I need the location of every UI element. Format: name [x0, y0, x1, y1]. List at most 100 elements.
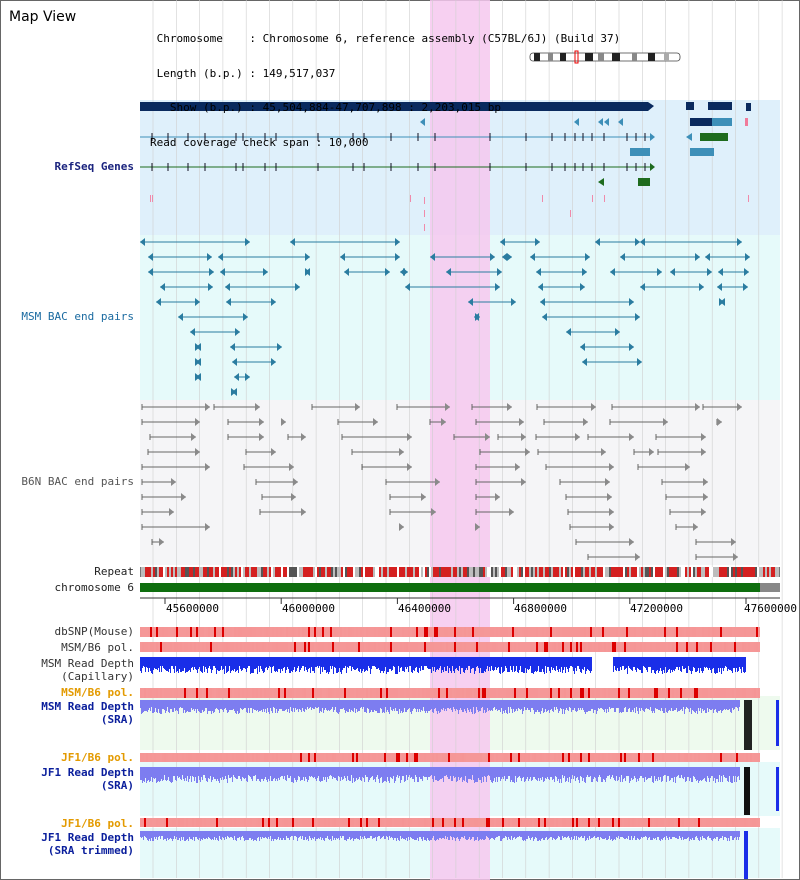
snp-density: [534, 627, 536, 637]
track-label-refseq[interactable]: RefSeq Genes: [54, 160, 134, 173]
read-depth-bar: [438, 831, 439, 840]
read-depth-bar: [527, 657, 528, 669]
read-depth-bar: [226, 767, 227, 779]
read-depth-bar: [443, 700, 444, 708]
snp-density: [492, 642, 494, 652]
snp-density: [660, 753, 662, 762]
snp-density: [148, 642, 150, 652]
track-label-b6n-bac[interactable]: B6N BAC end pairs: [21, 475, 134, 488]
snp-density: [488, 642, 490, 652]
read-depth-bar: [385, 831, 386, 839]
read-depth-bar: [616, 767, 617, 776]
track-label-repeat[interactable]: Repeat: [94, 565, 134, 578]
track-label-msm-bac[interactable]: MSM BAC end pairs: [21, 310, 134, 323]
repeat-block: [339, 567, 341, 577]
repeat-block: [643, 567, 645, 577]
snp-density: [270, 642, 272, 652]
read-depth-bar: [159, 700, 160, 713]
read-depth-bar: [284, 700, 285, 711]
snp-density: [598, 753, 600, 762]
track-label-msm-depth-cap[interactable]: MSM Read Depth: [41, 657, 134, 670]
track-label-jf1-depth-trim[interactable]: JF1 Read Depth: [41, 831, 134, 844]
snp-density: [744, 642, 746, 652]
snp-density: [458, 627, 460, 637]
read-depth-bar: [148, 767, 149, 780]
snp-density: [640, 688, 642, 698]
snp-density: [186, 627, 188, 637]
snp-density: [184, 642, 186, 652]
read-depth-bar: [483, 767, 484, 782]
snp-density: [728, 642, 730, 652]
read-depth-bar: [411, 657, 412, 672]
snp-density: [194, 818, 196, 827]
snp-density: [182, 688, 184, 698]
read-depth-bar: [501, 700, 502, 708]
snp-density: [698, 818, 700, 827]
read-depth-bar: [651, 700, 652, 711]
snp-density: [172, 642, 174, 652]
bac-pair-end: [701, 508, 706, 516]
read-depth-bar: [499, 767, 500, 777]
read-depth-bar: [491, 657, 492, 666]
bac-pair-end: [701, 433, 706, 441]
snp-density: [626, 627, 628, 637]
read-depth-bar: [179, 700, 180, 708]
snp-density: [426, 818, 428, 827]
read-depth-bar: [633, 831, 634, 838]
snp-density: [146, 753, 148, 762]
track-label-jf1-b6-pol-2[interactable]: JF1/B6 pol.: [61, 817, 134, 830]
bac-pair-end: [580, 283, 585, 291]
track-label-msm-b6-pol-1[interactable]: MSM/B6 pol.: [61, 641, 134, 654]
track-label-jf1-b6-pol-1[interactable]: JF1/B6 pol.: [61, 751, 134, 764]
snp-density: [208, 627, 210, 637]
read-depth-bar: [146, 831, 147, 838]
read-depth-bar: [184, 700, 185, 710]
read-depth-bar: [355, 657, 356, 670]
repeat-block: [451, 567, 453, 577]
snp-density: [716, 642, 718, 652]
snp-density: [494, 818, 496, 827]
read-depth-bar: [598, 700, 599, 708]
snp-density: [710, 688, 712, 698]
read-depth-bar: [221, 657, 222, 666]
read-depth-bar: [505, 700, 506, 710]
read-depth-bar: [147, 831, 148, 840]
snp-density: [192, 627, 194, 637]
read-depth-bar: [368, 831, 369, 838]
bac-pair-end: [580, 343, 585, 351]
bac-pair-end: [271, 358, 276, 366]
track-label-chromosome[interactable]: chromosome 6: [54, 581, 134, 594]
read-depth-bar: [416, 767, 417, 777]
track-label-dbsnp[interactable]: dbSNP(Mouse): [54, 625, 134, 638]
snp-density: [750, 688, 752, 698]
track-label-msm-depth-sra[interactable]: MSM Read Depth: [41, 700, 134, 713]
read-depth-bar: [192, 767, 193, 776]
repeat-block: [567, 567, 569, 577]
read-depth-bar: [441, 831, 442, 839]
repeat-block: [327, 567, 329, 577]
read-depth-bar: [584, 657, 585, 667]
snp-density: [556, 627, 558, 637]
repeat-block: [627, 567, 629, 577]
read-depth-bar: [561, 831, 562, 840]
snp-density: [620, 642, 622, 652]
read-depth-bar: [434, 700, 435, 709]
snp-density: [522, 688, 524, 698]
bac-pair-end: [519, 418, 524, 426]
read-depth-bar: [165, 657, 166, 670]
read-depth-bar: [492, 831, 493, 838]
read-depth-bar: [711, 700, 712, 710]
read-depth-bar: [657, 831, 658, 837]
read-depth-bar: [587, 767, 588, 775]
read-depth-bar: [151, 767, 152, 777]
read-depth-bar: [161, 831, 162, 836]
read-depth-bar: [673, 831, 674, 837]
snp-density: [150, 688, 152, 698]
track-label-jf1-depth-sra[interactable]: JF1 Read Depth: [41, 766, 134, 779]
track-label-msm-b6-pol-2[interactable]: MSM/B6 pol.: [61, 686, 134, 699]
read-depth-bar: [739, 657, 740, 667]
read-depth-bar: [238, 767, 239, 776]
snp-density: [428, 642, 430, 652]
read-depth-bar: [525, 657, 526, 668]
